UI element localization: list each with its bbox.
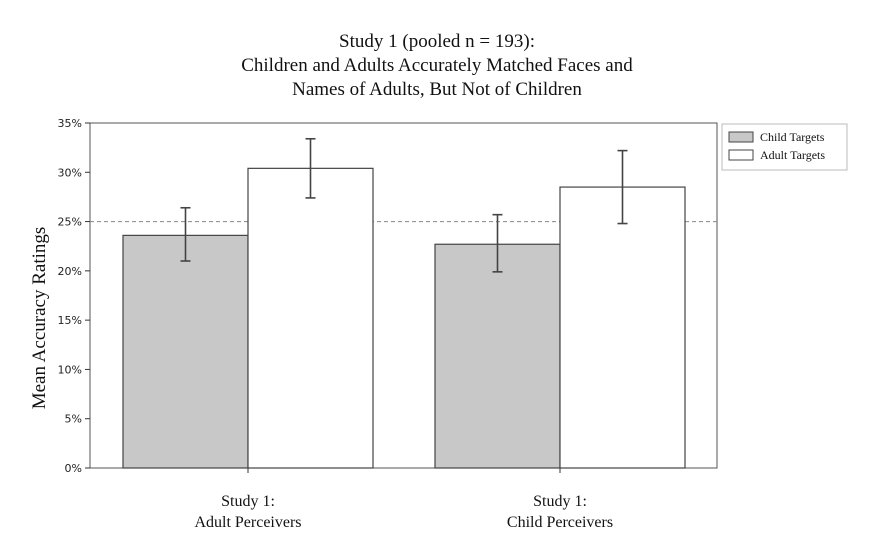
bars	[122, 167, 686, 469]
y-tick-label: 15%	[58, 314, 82, 327]
y-tick-label: 35%	[58, 117, 82, 130]
y-axis: 0% 5% 10% 15% 20% 25% 30% 35%	[58, 117, 90, 475]
bar-child-targets	[122, 234, 249, 469]
title-line-3: Names of Adults, But Not of Children	[292, 79, 582, 100]
legend-swatch	[728, 131, 754, 143]
x-tick-label: Child Perceivers	[507, 514, 613, 531]
error-bars	[180, 137, 628, 273]
y-axis-label: Mean Accuracy Ratings	[29, 227, 50, 410]
bar-adult-targets	[559, 186, 686, 469]
bar-adult-targets	[247, 167, 374, 469]
x-axis: Study 1: Adult Perceivers Study 1: Child Pe…	[194, 468, 613, 531]
y-tick-label: 20%	[58, 265, 82, 278]
y-tick-label: 0%	[65, 462, 82, 475]
legend-swatch	[728, 149, 754, 161]
x-tick-label: Adult Perceivers	[194, 514, 301, 531]
title-line-1: Study 1 (pooled n = 193):	[339, 31, 535, 52]
bar-child-targets	[434, 243, 561, 469]
legend: Child Targets Adult Targets	[721, 123, 848, 171]
chart-title: Study 1 (pooled n = 193): Children and Ad…	[241, 31, 633, 100]
x-tick-label: Study 1:	[221, 493, 275, 510]
y-tick-label: 10%	[58, 363, 82, 376]
plot-frame	[89, 122, 718, 469]
legend-label: Adult Targets	[760, 148, 825, 162]
y-tick-label: 30%	[58, 166, 82, 179]
x-tick-label: Study 1:	[533, 493, 587, 510]
plot-area	[89, 122, 718, 469]
y-tick-label: 25%	[58, 216, 82, 229]
title-line-2: Children and Adults Accurately Matched F…	[241, 55, 633, 76]
legend-label: Child Targets	[760, 130, 825, 144]
y-tick-label: 5%	[65, 413, 82, 426]
